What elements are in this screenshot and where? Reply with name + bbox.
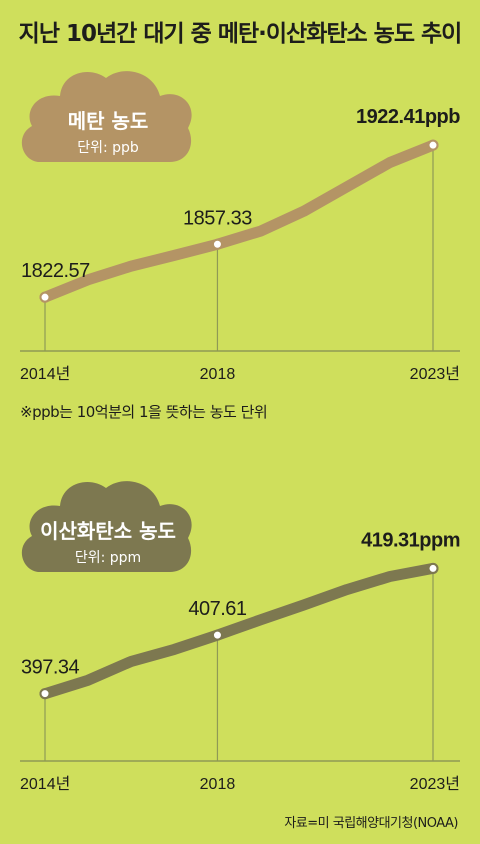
tick-label: 2018 [200, 776, 236, 793]
page-title: 지난 10년간 대기 중 메탄·이산화탄소 농도 추이 [18, 21, 463, 47]
tick-label: 2014년 [20, 775, 70, 793]
data-point [211, 629, 223, 641]
data-point [427, 139, 439, 151]
series-line [39, 562, 439, 700]
data-label: 1822.57 [21, 260, 90, 282]
data-label: 407.61 [188, 598, 247, 620]
data-label: 419.31ppm [361, 529, 460, 551]
data-point [39, 688, 51, 700]
series-line [39, 139, 439, 303]
data-label: 397.34 [21, 657, 80, 679]
cloud-shape [21, 71, 192, 162]
legend-unit: 단위: ppb [77, 140, 139, 156]
tick-label: 2014년 [20, 365, 70, 383]
data-label: 1922.41ppb [356, 106, 460, 128]
legend-title: 이산화탄소 농도 [40, 519, 176, 543]
tick-label: 2023년 [410, 775, 460, 793]
data-label: 1857.33 [183, 207, 252, 229]
legend-title: 메탄 농도 [68, 109, 149, 133]
legend-unit: 단위: ppm [75, 550, 141, 566]
source-credit: 자료=미 국립해양대기청(NOAA) [284, 816, 458, 831]
tick-label: 2023년 [410, 365, 460, 383]
data-point [427, 562, 439, 574]
unit-note: ※ppb는 10억분의 1을 뜻하는 농도 단위 [20, 403, 268, 421]
tick-label: 2018 [200, 366, 236, 383]
data-point [39, 291, 51, 303]
data-point [211, 238, 223, 250]
cloud-shape [21, 481, 192, 572]
